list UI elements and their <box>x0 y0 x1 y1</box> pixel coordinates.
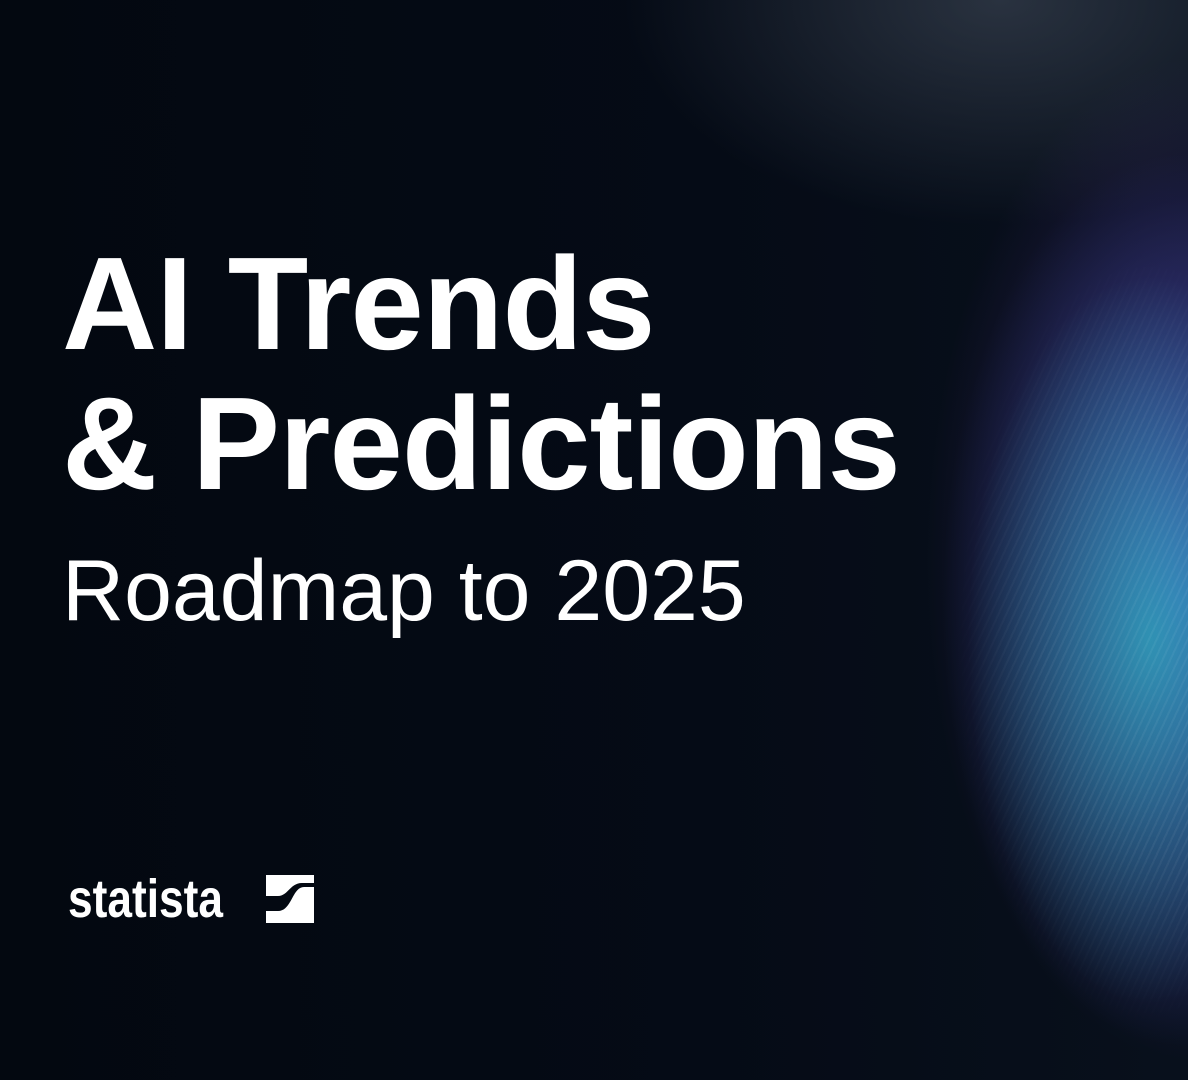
statista-logo: statista <box>68 868 314 930</box>
subtitle: Roadmap to 2025 <box>62 543 746 639</box>
title-line-2: & Predictions <box>62 370 901 517</box>
statista-logo-icon <box>266 875 314 923</box>
title-line-1: AI Trends <box>62 230 655 377</box>
background-texture <box>888 120 1188 1080</box>
logo-wordmark: statista <box>68 869 224 929</box>
